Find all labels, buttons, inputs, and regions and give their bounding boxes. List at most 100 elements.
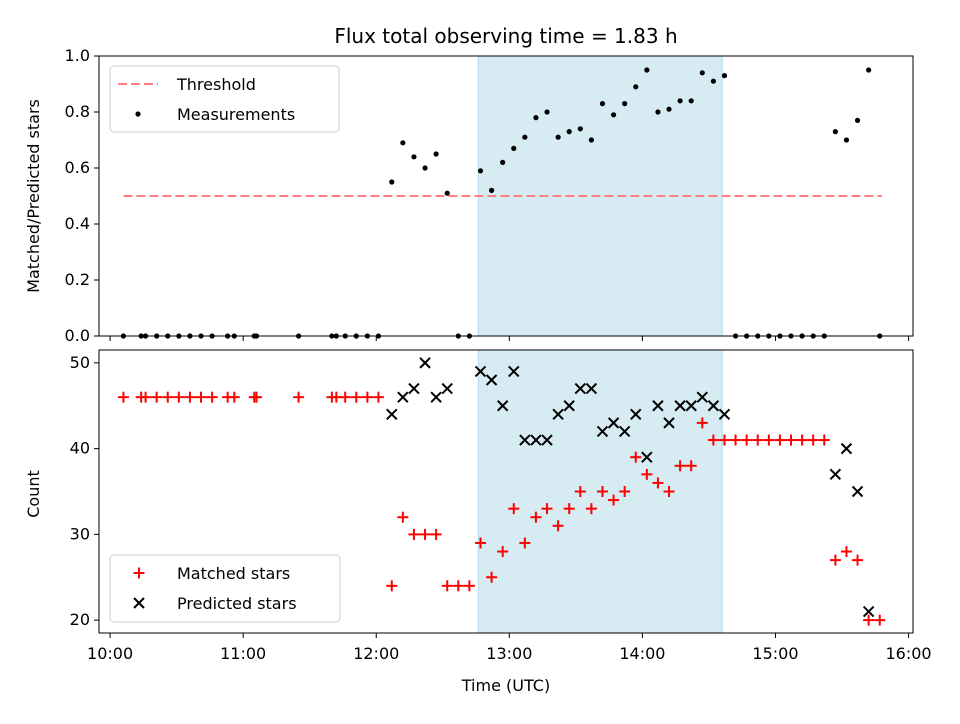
predicted-star-point — [530, 434, 542, 446]
matched-star-point — [563, 503, 575, 515]
matched-star-point — [151, 391, 163, 403]
matched-star-point — [707, 434, 719, 446]
matched-star-point — [508, 503, 520, 515]
matched-star-point — [397, 511, 409, 523]
predicted-star-point — [508, 365, 520, 378]
predicted-star-point — [652, 400, 664, 412]
matched-star-point — [774, 434, 786, 446]
predicted-star-point — [685, 400, 697, 412]
bottom-x-tick-label: 16:00 — [886, 644, 932, 663]
matched-star-point — [608, 494, 620, 506]
top-panel-y-axis-label: Matched/Predicted stars — [24, 99, 43, 293]
measurement-point — [389, 179, 395, 185]
matched-star-point — [574, 486, 586, 497]
predicted-star-point — [397, 391, 409, 403]
measurement-point — [666, 106, 672, 112]
matched-star-point — [530, 511, 542, 523]
measurement-point — [500, 159, 506, 165]
matched-star-point — [641, 468, 653, 480]
matched-star-point — [486, 571, 498, 583]
measurement-point — [422, 165, 428, 171]
measurement-point — [866, 67, 872, 73]
bottom-x-tick-label: 15:00 — [752, 644, 798, 663]
matched-star-point — [730, 434, 742, 446]
measurement-point — [555, 134, 561, 140]
predicted-star-point — [663, 417, 675, 429]
measurement-point — [522, 134, 528, 140]
matched-star-point — [140, 391, 152, 403]
top-y-tick-label: 0.0 — [65, 326, 90, 345]
top-legend: Threshold Measurements — [109, 65, 340, 133]
measurement-point — [610, 112, 617, 118]
predicted-star-point — [386, 408, 398, 421]
legend-predicted-swatch — [133, 597, 145, 609]
measurement-point — [400, 140, 406, 146]
measurement-point — [444, 190, 450, 196]
bottom-axes-frame — [98, 349, 914, 634]
bottom-y-tick-label: 50 — [70, 353, 90, 372]
top-y-tick-label: 0.2 — [65, 270, 90, 289]
matched-star-point — [796, 434, 808, 446]
measurement-point — [533, 115, 539, 121]
top-panel-title: Flux total observing time = 1.83 h — [334, 24, 677, 48]
matched-star-point — [117, 391, 129, 403]
measurement-point — [843, 137, 850, 143]
predicted-star-point — [474, 365, 487, 378]
matched-star-point — [497, 546, 509, 558]
matched-star-point — [184, 391, 196, 403]
predicted-star-point — [641, 451, 653, 463]
predicted-star-point — [574, 382, 587, 395]
predicted-star-point — [519, 434, 531, 446]
top-y-tick-label: 0.8 — [65, 102, 90, 121]
bottom-legend: Matched stars Predicted stars — [109, 554, 341, 623]
matched-star-point — [372, 391, 384, 403]
top-y-tick-label: 0.4 — [65, 214, 90, 233]
predicted-star-point — [674, 400, 686, 412]
predicted-star-point — [696, 391, 708, 403]
legend-measurements-swatch — [135, 111, 141, 117]
predicted-star-point — [441, 382, 453, 395]
predicted-star-point — [585, 382, 598, 395]
predicted-star-point — [618, 425, 631, 438]
predicted-star-point — [496, 400, 509, 412]
predicted-star-point — [485, 374, 498, 386]
matched-star-point — [818, 434, 830, 446]
matched-star-point — [741, 434, 753, 446]
matched-star-point — [408, 528, 420, 540]
matched-star-point — [652, 477, 664, 489]
top-legend-box — [109, 65, 340, 133]
measurement-point — [699, 70, 705, 76]
measurement-point — [854, 117, 861, 123]
predicted-star-point — [862, 605, 875, 618]
measurement-point — [677, 98, 683, 104]
top-panel: 0.0 0.2 0.4 0.6 0.8 1.0 Threshold Measurements — [65, 46, 914, 345]
matched-star-point — [718, 434, 730, 446]
measurement-point — [599, 101, 606, 107]
measurement-point — [588, 137, 594, 143]
matched-star-point — [807, 434, 819, 446]
predicted-star-point — [851, 485, 864, 498]
matched-star-point — [852, 554, 864, 566]
legend-predicted-label: Predicted stars — [177, 594, 297, 613]
matched-star-point — [430, 528, 442, 540]
legend-threshold-label: Threshold — [176, 75, 256, 94]
matched-star-point — [763, 434, 775, 446]
predicted-star-point — [552, 408, 564, 421]
predicted-star-point — [630, 408, 642, 421]
matched-star-point — [874, 614, 886, 626]
bottom-panel-x-axis-label: Time (UTC) — [461, 676, 550, 695]
measurement-point — [566, 129, 572, 135]
matched-star-point — [361, 391, 373, 403]
matched-star-point — [630, 451, 642, 463]
measurement-point — [721, 73, 728, 79]
matched-star-point — [206, 391, 218, 403]
predicted-star-point — [596, 425, 609, 438]
top-axes-frame — [98, 55, 914, 337]
matched-star-point — [863, 614, 875, 626]
matched-star-point — [339, 391, 351, 403]
bottom-legend-box — [109, 554, 341, 623]
predicted-star-point — [419, 357, 431, 369]
bottom-y-tick-label: 40 — [70, 439, 90, 458]
predicted-star-point — [430, 391, 442, 403]
